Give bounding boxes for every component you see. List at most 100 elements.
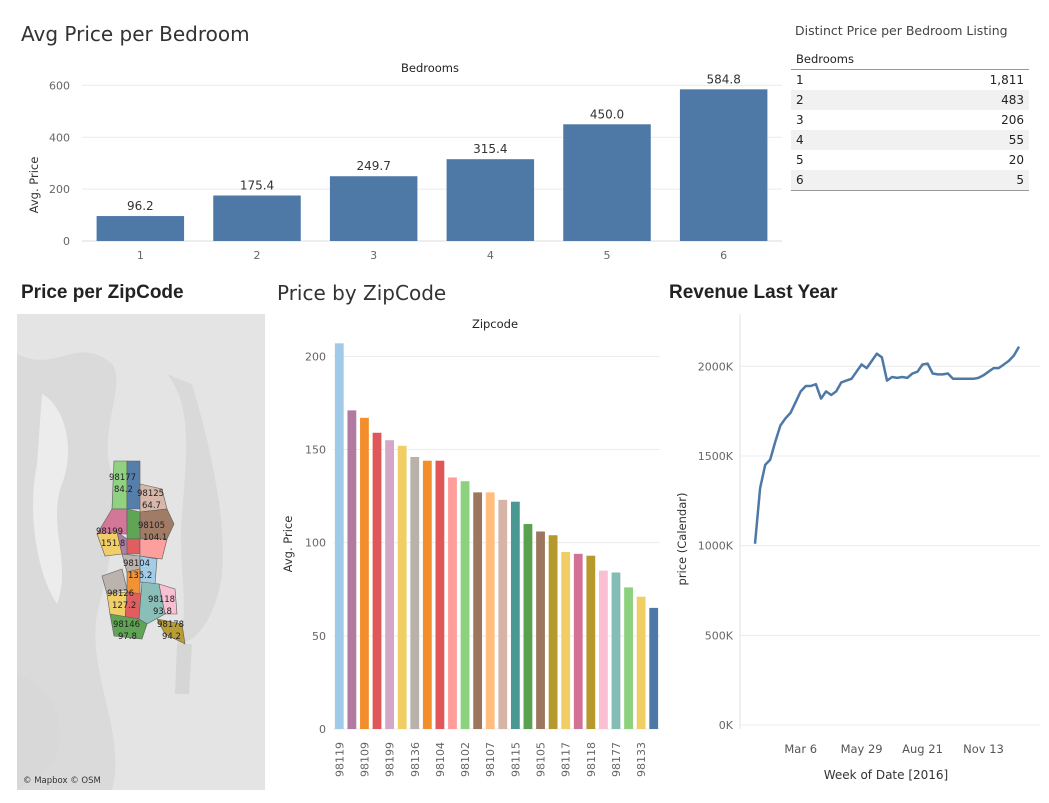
zip-bar[interactable] [473, 492, 483, 729]
zip-tick-label: 98136 [409, 742, 422, 777]
revenue-ylabel: price (Calendar) [675, 493, 689, 586]
zip-chart-ylabel: Avg. Price [281, 516, 295, 573]
zip-bar[interactable] [599, 570, 608, 729]
zip-bar[interactable] [536, 531, 545, 730]
map-value-label: 151.8 [101, 539, 125, 549]
y-tick-label: 2000K [698, 360, 734, 373]
revenue-line[interactable] [753, 345, 1021, 544]
listing-count: 1,811 [989, 73, 1024, 87]
x-tick-label: 5 [604, 249, 611, 262]
zip-bar[interactable] [636, 596, 646, 729]
zip-bar[interactable] [561, 551, 571, 729]
map-value-label: 64.7 [142, 501, 161, 511]
map-value-label: 84.2 [114, 485, 133, 495]
x-tick-label: 3 [370, 249, 377, 262]
zip-area[interactable] [158, 583, 178, 615]
zip-bar[interactable] [649, 607, 659, 729]
zip-area[interactable] [126, 538, 141, 555]
zip-bar[interactable] [360, 417, 369, 729]
zip-bar[interactable] [397, 445, 407, 729]
listing-row[interactable]: 5 20 [791, 150, 1029, 170]
listing-count: 483 [1001, 93, 1024, 107]
zip-bar[interactable] [586, 555, 596, 729]
listing-bedrooms: 6 [796, 173, 804, 187]
x-tick-label: 1 [137, 249, 144, 262]
zip-bar[interactable] [510, 501, 520, 729]
zip-area[interactable] [139, 538, 168, 560]
zip-tick-label: 98119 [333, 742, 346, 777]
y-tick-label: 400 [49, 131, 70, 144]
zip-bar[interactable] [372, 432, 382, 729]
bar[interactable] [213, 195, 301, 241]
y-tick-label: 200 [49, 183, 70, 196]
zip-area[interactable] [109, 613, 148, 640]
bar[interactable] [329, 176, 418, 241]
map-zip-label: 98178 [157, 620, 184, 630]
listing-bedrooms: 1 [796, 73, 804, 87]
listing-row[interactable]: 4 55 [791, 130, 1029, 150]
bar[interactable] [679, 89, 768, 241]
listing-count: 206 [1001, 113, 1024, 127]
listing-table-header: Bedrooms [791, 50, 1029, 70]
x-tick-label: 4 [487, 249, 494, 262]
bar[interactable] [96, 216, 185, 241]
bar[interactable] [563, 124, 651, 241]
listing-row[interactable]: 3 206 [791, 110, 1029, 130]
bar-value-label: 315.4 [473, 142, 507, 156]
avg-price-bedroom-title: Avg Price per Bedroom [21, 22, 250, 46]
zip-bar[interactable] [334, 343, 344, 729]
map-attribution: © Mapbox © OSM [23, 776, 101, 786]
zip-tick-label: 98133 [635, 742, 648, 777]
zip-bar[interactable] [573, 553, 583, 729]
zip-bar[interactable] [422, 460, 432, 729]
zip-bar[interactable] [523, 524, 533, 729]
zip-bar[interactable] [460, 481, 470, 729]
map-river [175, 644, 192, 694]
zip-map[interactable]: 98177 84.2 98125 64.7 98105 104.1 98199 151.8 98… [17, 314, 265, 790]
zip-tick-label: 98118 [585, 742, 598, 777]
bedroom-bar-chart: Bedrooms Avg. Price 0 200 400 600 96.2 175.4… [27, 61, 782, 262]
zip-area[interactable] [156, 618, 186, 645]
zip-bar[interactable] [448, 477, 457, 729]
zip-bar[interactable] [624, 587, 633, 729]
listing-row[interactable]: 1 1,811 [791, 70, 1029, 90]
zip-bar[interactable] [385, 440, 394, 729]
zip-bar[interactable] [485, 492, 495, 729]
listing-bedrooms: 3 [796, 113, 804, 127]
revenue-xlabel: Week of Date [2016] [824, 768, 948, 782]
y-tick-label: 100 [305, 537, 326, 550]
listing-bedrooms: 5 [796, 153, 804, 167]
listing-count: 20 [1008, 153, 1024, 167]
map-zip-label: 98125 [137, 489, 164, 499]
listing-row[interactable]: 2 483 [791, 90, 1029, 110]
zip-area[interactable] [138, 581, 166, 625]
y-tick-label: 0 [63, 235, 70, 248]
y-tick-label: 50 [312, 630, 326, 643]
zip-bar[interactable] [611, 572, 621, 729]
zip-bar[interactable] [435, 460, 445, 729]
y-tick-label: 150 [305, 444, 326, 457]
y-tick-label: 0 [319, 723, 326, 736]
bar-value-label: 450.0 [590, 107, 624, 121]
zip-bar[interactable] [548, 535, 558, 729]
zip-tick-label: 98115 [509, 742, 522, 777]
listing-bedrooms: 2 [796, 93, 804, 107]
zip-bar[interactable] [498, 499, 508, 729]
map-zip-label: 98146 [113, 620, 140, 630]
map-island [33, 394, 69, 604]
map-zip-label: 98177 [109, 473, 136, 483]
bar[interactable] [446, 159, 535, 241]
zip-tick-label: 98107 [484, 742, 497, 777]
map-value-label: 94.2 [162, 632, 181, 642]
listing-bedrooms: 4 [796, 133, 804, 147]
zip-bar[interactable] [410, 456, 420, 729]
map-water-sw [17, 674, 60, 790]
distinct-listing-title: Distinct Price per Bedroom Listing [795, 23, 1008, 38]
zip-bar[interactable] [347, 410, 357, 729]
zip-tick-label: 98199 [384, 742, 397, 777]
map-zip-label: 98104 [123, 559, 150, 569]
map-zip-label: 98105 [138, 521, 165, 531]
zip-bar-chart: Zipcode Avg. Price 0 50 100 150 200 98119 981… [281, 317, 660, 777]
